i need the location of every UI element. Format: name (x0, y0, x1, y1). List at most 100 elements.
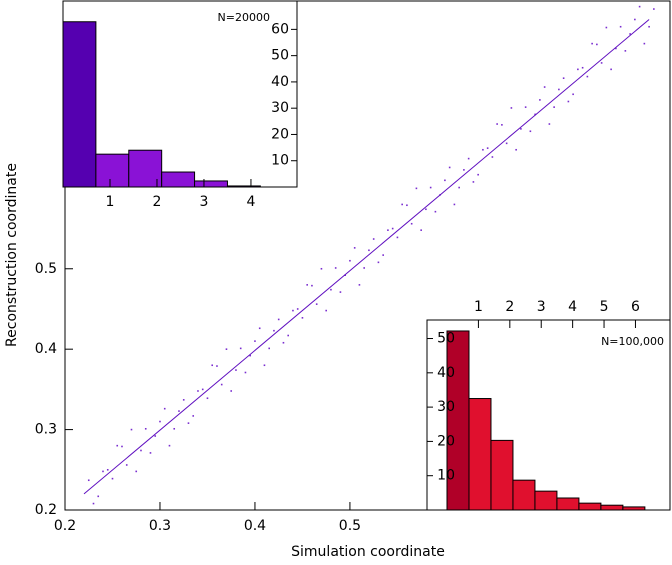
y-tick-label: 20 (437, 433, 455, 449)
scatter-point (149, 452, 152, 454)
scatter-point (325, 309, 327, 312)
scatter-point (368, 249, 370, 252)
scatter-point (220, 383, 223, 386)
scatter-point (638, 5, 641, 8)
scatter-point (159, 420, 161, 423)
histogram-bar (194, 180, 228, 188)
scatter-point (372, 238, 375, 240)
y-axis-label: Reconstruction coordinate (4, 163, 20, 347)
scatter-point (591, 42, 593, 45)
scatter-point (382, 254, 384, 256)
histogram-bar (512, 479, 536, 511)
scatter-point (268, 347, 270, 350)
scatter-point (102, 470, 104, 473)
scatter-point (448, 166, 451, 169)
scatter-point (605, 26, 608, 29)
y-tick-label: 40 (437, 365, 455, 381)
scatter-point (444, 179, 446, 182)
plot-frame (64, 0, 671, 511)
scatter-point (97, 495, 100, 498)
scatter-point (330, 288, 332, 291)
scatter-point (425, 208, 427, 211)
scatter-point (543, 86, 546, 88)
scatter-point (539, 99, 541, 101)
scatter-point (125, 464, 128, 466)
scatter-point (192, 415, 195, 417)
scatter-point (263, 364, 266, 367)
scatter-point (553, 106, 555, 108)
scatter-point (406, 204, 408, 207)
scatter-point (467, 157, 470, 160)
histogram-bar (556, 497, 580, 511)
histogram-bar (468, 398, 492, 511)
y-tick-label: 0.5 (35, 261, 57, 277)
histogram-bar (226, 185, 261, 188)
scatter-point (244, 371, 247, 374)
histogram-bar (161, 171, 196, 188)
scatter-point (477, 173, 479, 176)
y-tick-label: 60 (271, 21, 289, 37)
histogram-bar (128, 149, 163, 188)
scatter-point (225, 348, 228, 350)
scatter-point (648, 25, 650, 28)
x-tick-label: 2 (153, 194, 162, 210)
y-tick-label: 30 (271, 100, 289, 116)
y-tick-label: 20 (271, 126, 289, 142)
scatter-point (572, 93, 574, 96)
scatter-point (187, 422, 190, 424)
scatter-point (458, 186, 460, 189)
scatter-point (296, 308, 299, 310)
histogram-bar (600, 504, 624, 511)
y-tick-label: 0.3 (35, 422, 57, 438)
scatter-point (230, 390, 233, 392)
scatter-point (420, 229, 422, 231)
scatter-point (377, 261, 380, 264)
scatter-point (505, 142, 508, 145)
x-tick-label: 2 (505, 299, 514, 315)
scatter-point (182, 399, 185, 401)
scatter-point (334, 267, 337, 269)
scatter-point (140, 449, 142, 452)
scatter-point (130, 428, 133, 431)
scatter-point (482, 148, 484, 151)
scatter-point (315, 303, 318, 305)
scatter-point (615, 47, 617, 50)
x-tick-label: 0.5 (339, 518, 361, 534)
scatter-point (206, 397, 209, 400)
scatter-point (282, 341, 285, 344)
y-tick-label: 30 (437, 399, 455, 415)
scatter-point (634, 18, 636, 21)
scatter-point (306, 284, 308, 286)
scatter-point (619, 25, 622, 28)
scatter-point (463, 169, 465, 171)
annotation: N=100,000 (601, 335, 664, 348)
y-tick-label: 0.2 (35, 502, 57, 518)
scatter-point (211, 364, 214, 367)
scatter-point (548, 123, 551, 125)
scatter-point (254, 340, 256, 342)
scatter-point (643, 42, 646, 45)
scatter-point (311, 284, 313, 287)
scatter-point (581, 66, 584, 69)
scatter-point (320, 267, 323, 270)
scatter-point (600, 62, 603, 64)
scatter-point (567, 100, 570, 103)
scatter-point (106, 468, 109, 471)
scatter-point (287, 334, 289, 337)
scatter-point (629, 33, 631, 35)
y-tick-label: 0.4 (35, 341, 57, 357)
histogram-bar (490, 439, 514, 511)
scatter-point (144, 427, 147, 430)
scatter-point (415, 187, 418, 190)
y-tick-label: 40 (271, 74, 289, 90)
scatter-point (178, 410, 180, 412)
x-tick-label: 0.3 (149, 518, 171, 534)
scatter-point (135, 470, 138, 473)
scatter-point (429, 186, 432, 189)
x-tick-label: 6 (631, 299, 640, 315)
scatter-point (258, 327, 261, 330)
scatter-point (154, 435, 157, 437)
scatter-point (201, 388, 204, 391)
scatter-point (163, 407, 166, 410)
scatter-point (339, 291, 342, 293)
